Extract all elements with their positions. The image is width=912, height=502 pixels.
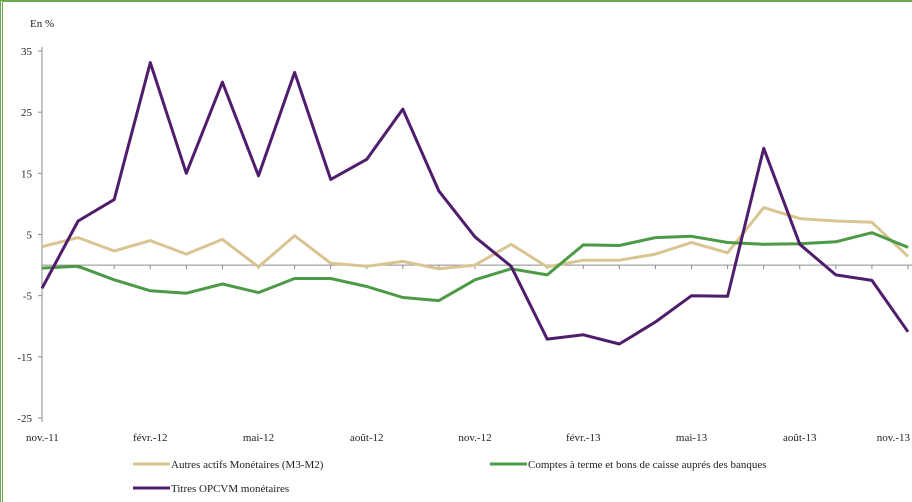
y-tick-label: -15 — [17, 352, 32, 364]
legend-label: Autres actifs Monétaires (M3-M2) — [171, 459, 324, 471]
series-line-2 — [41, 231, 909, 303]
legend-label: Titres OPCVM monétaires — [171, 483, 289, 495]
y-tick-label: 5 — [27, 230, 33, 242]
legend-label: Comptes à terme et bons de caisse auprés… — [528, 459, 767, 471]
x-tick-label: févr.-12 — [133, 432, 168, 444]
x-tick-label: mai-13 — [676, 432, 708, 444]
series-lines — [40, 61, 910, 346]
x-tick-label: août-12 — [350, 432, 384, 444]
x-tick-label: févr.-13 — [566, 432, 601, 444]
y-tick-label: 15 — [21, 168, 33, 180]
x-tick-label: nov.-11 — [26, 432, 59, 444]
x-tick-label: août-13 — [783, 432, 817, 444]
unit-label: En % — [30, 18, 54, 30]
y-axis-ticks: 35 25 15 5 -5 -15 -25 — [17, 46, 42, 425]
y-tick-label: -5 — [23, 291, 33, 303]
x-tick-label: nov.-13 — [877, 432, 911, 444]
series-line-3 — [40, 61, 910, 346]
y-tick-label: 25 — [21, 107, 33, 119]
series-line-1 — [41, 206, 910, 271]
legend: Autres actifs Monétaires (M3-M2) Comptes … — [133, 459, 767, 495]
y-tick-label: -25 — [17, 413, 32, 425]
y-tick-label: 35 — [21, 46, 33, 58]
x-tick-label: nov.-12 — [458, 432, 491, 444]
x-tick-label: mai-12 — [243, 432, 274, 444]
